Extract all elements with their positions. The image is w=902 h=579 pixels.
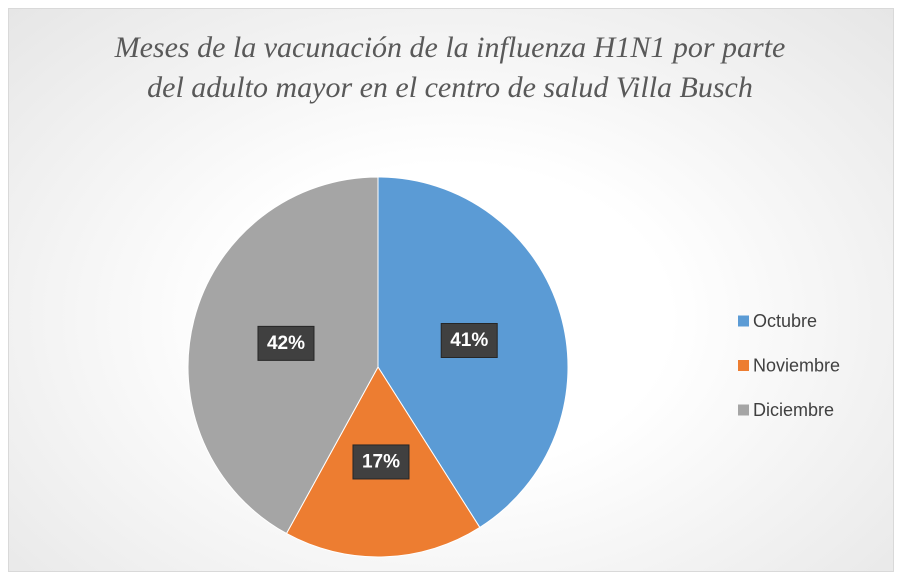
legend-swatch xyxy=(738,315,749,327)
legend-label: Diciembre xyxy=(753,400,834,420)
value-label: 17% xyxy=(362,451,400,472)
value-label: 41% xyxy=(450,330,488,351)
legend-label: Octubre xyxy=(753,311,817,331)
legend-swatch xyxy=(738,360,749,371)
chart-title: Meses de la vacunación de la influenza H… xyxy=(114,31,786,104)
value-label-box xyxy=(257,325,315,361)
value-label-box xyxy=(440,322,498,358)
value-label: 42% xyxy=(267,333,305,354)
legend-label: Noviembre xyxy=(753,356,840,376)
legend-swatch xyxy=(738,404,749,416)
value-label-box xyxy=(352,444,410,480)
